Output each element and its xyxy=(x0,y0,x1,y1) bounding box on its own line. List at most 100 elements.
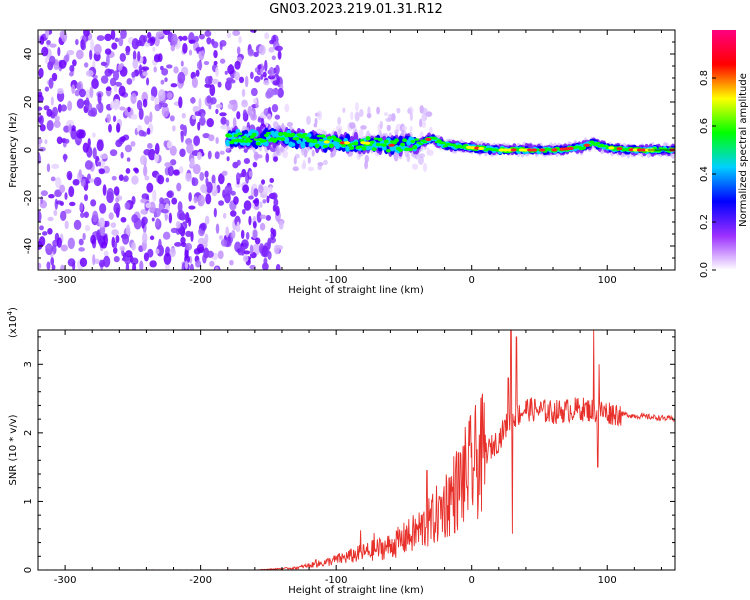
heatmap-noise-cell xyxy=(76,98,85,109)
heatmap-noise-cell xyxy=(195,47,204,52)
heatmap-noise-cell xyxy=(170,159,177,166)
heatmap-noise-cell xyxy=(220,116,227,125)
heatmap-noise-cell xyxy=(180,131,184,143)
x-tick-label: 0 xyxy=(469,575,475,586)
heatmap-ridge-cell xyxy=(251,132,257,137)
heatmap-noise-cell xyxy=(337,116,342,125)
heatmap-ridge-cell xyxy=(402,138,408,143)
heatmap-hot-cell xyxy=(344,141,351,145)
heatmap-noise-cell xyxy=(195,69,200,77)
heatmap-noise-cell xyxy=(82,142,89,153)
heatmap-noise-cell xyxy=(40,190,48,197)
heatmap-noise-cell xyxy=(316,128,323,136)
heatmap-noise-cell xyxy=(259,222,266,231)
snr-plot-area xyxy=(38,330,675,570)
heatmap-noise-cell xyxy=(40,196,44,205)
heatmap-noise-cell xyxy=(154,142,160,155)
heatmap-noise-cell xyxy=(219,58,226,64)
heatmap-noise-cell xyxy=(113,84,118,93)
heatmap-noise-cell xyxy=(293,156,297,165)
heatmap-noise-cell xyxy=(207,150,212,160)
heatmap-noise-cell xyxy=(189,157,195,168)
heatmap-noise-cell xyxy=(306,115,311,125)
heatmap-noise-cell xyxy=(206,95,212,104)
heatmap-noise-cell xyxy=(177,71,186,84)
heatmap-noise-cell xyxy=(194,111,201,117)
heatmap-hot-cell xyxy=(608,146,615,150)
heatmap-noise-cell xyxy=(188,39,196,44)
heatmap-noise-cell xyxy=(131,242,136,251)
heatmap-noise-cell xyxy=(217,81,222,88)
heatmap-noise-cell xyxy=(78,238,84,246)
heatmap-noise-cell xyxy=(174,242,182,247)
heatmap-noise-cell xyxy=(49,43,57,48)
heatmap-noise-cell xyxy=(125,168,131,174)
heatmap-noise-cell xyxy=(271,55,276,61)
heatmap-noise-cell xyxy=(82,232,86,241)
heatmap-noise-cell xyxy=(241,208,246,215)
heatmap-noise-cell xyxy=(165,177,170,183)
heatmap-noise-cell xyxy=(67,100,73,112)
heatmap-noise-cell xyxy=(90,199,97,207)
heatmap-ridge-cell xyxy=(278,131,284,137)
heatmap-noise-cell xyxy=(238,36,242,44)
heatmap-noise-cell xyxy=(158,238,162,251)
heatmap-noise-cell xyxy=(215,137,219,144)
heatmap-noise-cell xyxy=(146,182,154,193)
heatmap-noise-cell xyxy=(218,200,225,206)
heatmap-noise-cell xyxy=(258,44,266,56)
heatmap-noise-cell xyxy=(61,30,68,43)
heatmap-noise-cell xyxy=(228,63,234,72)
heatmap-noise-cell xyxy=(349,122,356,129)
heatmap-noise-cell xyxy=(238,76,245,84)
heatmap-ridge-cell xyxy=(414,138,420,141)
heatmap-noise-cell xyxy=(75,49,84,60)
heatmap-noise-cell xyxy=(193,135,201,146)
heatmap-noise-cell xyxy=(60,104,68,112)
heatmap-noise-cell xyxy=(84,160,93,170)
heatmap-noise-cell xyxy=(204,170,209,178)
heatmap-noise-cell xyxy=(63,153,67,163)
x-tick-label: -300 xyxy=(54,575,77,586)
heatmap-noise-cell xyxy=(256,211,262,223)
heatmap-noise-cell xyxy=(49,55,56,66)
heatmap-noise-cell xyxy=(278,220,284,230)
heatmap-ridge-cell xyxy=(373,137,379,140)
heatmap-noise-cell xyxy=(196,151,202,160)
heatmap-noise-cell xyxy=(235,172,241,183)
heatmap-ridge-cell xyxy=(231,139,237,143)
heatmap-noise-cell xyxy=(342,107,346,113)
heatmap-noise-cell xyxy=(428,126,433,135)
heatmap-noise-cell xyxy=(112,70,120,81)
heatmap-noise-cell xyxy=(219,150,225,155)
heatmap-noise-cell xyxy=(89,86,94,99)
heatmap-noise-cell xyxy=(270,227,274,234)
heatmap-noise-cell xyxy=(131,38,140,50)
heatmap-noise-cell xyxy=(115,197,120,203)
colorbar-tick-label: 0.8 xyxy=(699,70,710,86)
heatmap-noise-cell xyxy=(240,229,245,240)
heatmap-noise-cell xyxy=(124,255,131,265)
heatmap-noise-cell xyxy=(115,139,123,148)
heatmap-y-axis-label: Frequency (Hz) xyxy=(8,112,19,188)
heatmap-noise-cell xyxy=(330,152,334,159)
heatmap-noise-cell xyxy=(126,78,133,85)
heatmap-noise-cell xyxy=(208,104,212,110)
heatmap-noise-cell xyxy=(268,185,273,195)
heatmap-noise-cell xyxy=(43,105,50,111)
heatmap-noise-cell xyxy=(292,166,299,172)
heatmap-noise-cell xyxy=(206,117,214,128)
heatmap-noise-cell xyxy=(120,151,124,159)
heatmap-noise-cell xyxy=(243,148,248,153)
heatmap-noise-cell xyxy=(366,112,372,119)
heatmap-noise-cell xyxy=(60,244,68,252)
heatmap-noise-cell xyxy=(142,232,148,244)
heatmap-noise-cell xyxy=(56,136,63,145)
heatmap-ridge-cell xyxy=(361,146,367,151)
heatmap-ridge-cell xyxy=(225,139,231,147)
heatmap-ridge-cell xyxy=(375,142,381,147)
heatmap-noise-cell xyxy=(80,178,86,187)
heatmap-noise-cell xyxy=(180,236,186,244)
heatmap-noise-cell xyxy=(253,75,261,83)
